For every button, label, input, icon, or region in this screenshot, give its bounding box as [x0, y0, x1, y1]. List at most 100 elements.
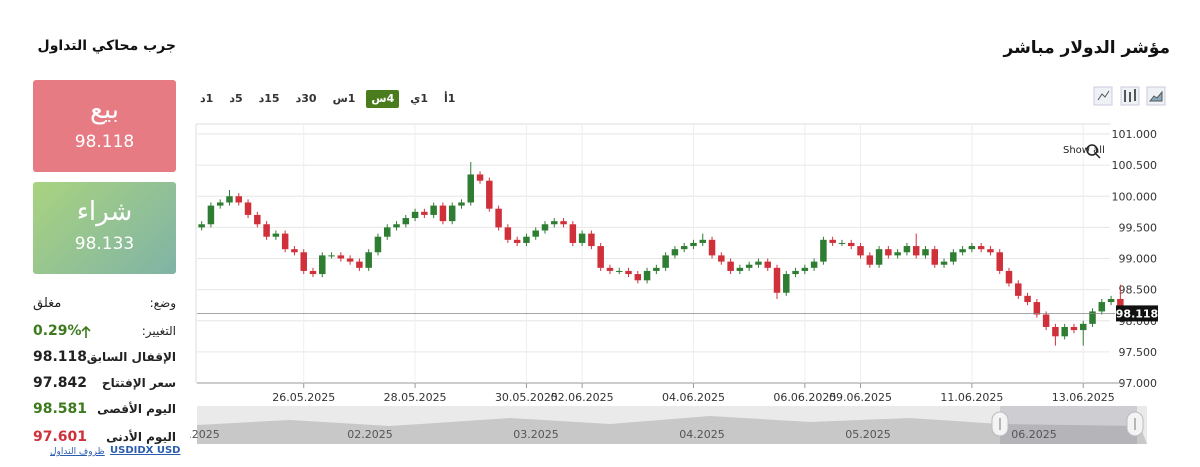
low-value: 97.601 [33, 429, 88, 445]
y-tick-label: 97.000 [1119, 377, 1158, 390]
candle-body [1033, 302, 1041, 315]
candle-body [569, 224, 577, 243]
chart-type-icons [1093, 86, 1166, 106]
candle-body [430, 205, 437, 215]
symbol-link[interactable]: USDIDX USD [110, 445, 181, 456]
candle-body [226, 196, 233, 203]
candle-body [680, 246, 688, 250]
candle-body [857, 246, 864, 256]
candle-body [1015, 283, 1022, 296]
open-value: 97.842 [33, 375, 88, 391]
candle-body [783, 274, 790, 293]
candle-body [755, 261, 762, 265]
x-tick-label: 30.05.2025 [495, 391, 558, 404]
last-price-box [1116, 305, 1158, 322]
x-tick-label: 26.05.2025 [272, 391, 335, 404]
candle-body [402, 218, 410, 225]
candle-body [764, 261, 771, 268]
candle-body [1107, 298, 1115, 303]
conditions-link[interactable]: ظروف التداول [50, 447, 105, 457]
navigator-window [1000, 406, 1137, 444]
candle-body [912, 246, 920, 256]
candle-body [866, 255, 874, 265]
timeframe-button[interactable]: 1د [200, 92, 214, 105]
candle-body [198, 224, 205, 228]
zoom-icon [1086, 144, 1098, 156]
timeframe-button[interactable]: 1ي [410, 92, 428, 105]
candle-body [588, 233, 595, 247]
candle-body [374, 236, 382, 253]
candle-body [1070, 326, 1078, 331]
candle-body [1079, 323, 1087, 331]
show-all: Show all [1063, 145, 1105, 156]
candle-body [411, 211, 419, 219]
simulator-title: جرب محاكي التداول [37, 38, 176, 54]
candle-body [495, 208, 502, 228]
candle-body [383, 227, 391, 237]
candle-body [718, 255, 725, 262]
candle-body [309, 270, 317, 275]
navigator-label: 03.2025 [513, 428, 559, 441]
candle-body [885, 249, 892, 256]
candle-body [894, 252, 901, 256]
candle-body [513, 239, 521, 243]
candle-body [560, 221, 567, 225]
candle-body [745, 264, 753, 268]
candle-body [977, 246, 985, 250]
candle-body [467, 174, 475, 203]
candle-body [625, 270, 632, 275]
timeframe-button[interactable]: 1س [332, 92, 356, 105]
status-value: مغلق [33, 296, 62, 311]
candle-body [486, 180, 493, 209]
change-value: 0.29% [33, 323, 82, 339]
candle-body [365, 252, 372, 268]
candle-body [653, 267, 660, 271]
candle-body [476, 174, 484, 181]
candle-body [996, 252, 1003, 271]
candle-body [235, 196, 243, 203]
candle-body [578, 233, 586, 243]
timeframe-button[interactable]: 5د [229, 92, 243, 105]
timeframe-button[interactable]: 4س [366, 90, 400, 108]
navigator-label: 02.2025 [347, 428, 393, 441]
candle-body [1052, 326, 1059, 337]
candle-body [792, 270, 799, 275]
x-tick-label: 09.06.2025 [829, 391, 892, 404]
candle-body [504, 227, 512, 240]
candle-body [244, 202, 252, 215]
x-tick-label: 13.06.2025 [1052, 391, 1115, 404]
sell-price: 98.118 [74, 132, 135, 152]
timeframe-button[interactable]: 30د [295, 92, 317, 105]
buy-button[interactable]: شراء 98.133 [33, 182, 176, 274]
sell-button[interactable]: بيع 98.118 [33, 80, 176, 172]
candle-body [1024, 295, 1031, 303]
candle-body [615, 270, 623, 272]
buy-price: 98.133 [74, 234, 135, 254]
zoom-icon [1095, 153, 1101, 159]
x-tick-label: 11.06.2025 [940, 391, 1003, 404]
y-tick-label: 98.500 [1119, 284, 1158, 297]
candle-body [1061, 326, 1068, 337]
candle-body [597, 246, 604, 268]
candle-body [458, 202, 465, 206]
navigator-label: 06.2025 [1011, 428, 1057, 441]
timeframe-button[interactable]: 1أ [444, 92, 456, 105]
candle-body [699, 239, 707, 243]
x-tick-label: 02.06.2025 [551, 391, 614, 404]
candle-body [328, 255, 335, 257]
x-tick-label: 06.06.2025 [773, 391, 836, 404]
candle-body [690, 242, 697, 247]
candle-body [300, 252, 307, 271]
y-tick-label: 97.500 [1119, 346, 1158, 359]
candle-body [216, 202, 224, 206]
timeframe-button[interactable]: 15د [258, 92, 280, 105]
candle-body [1005, 270, 1013, 284]
candle-body [950, 252, 957, 262]
icon-line[interactable] [1093, 86, 1113, 106]
candle-body [634, 274, 642, 281]
candle-body [643, 270, 651, 281]
candle-body [421, 211, 428, 215]
y-tick-label: 100.000 [1112, 190, 1158, 203]
navigator-label: 05.2025 [845, 428, 891, 441]
